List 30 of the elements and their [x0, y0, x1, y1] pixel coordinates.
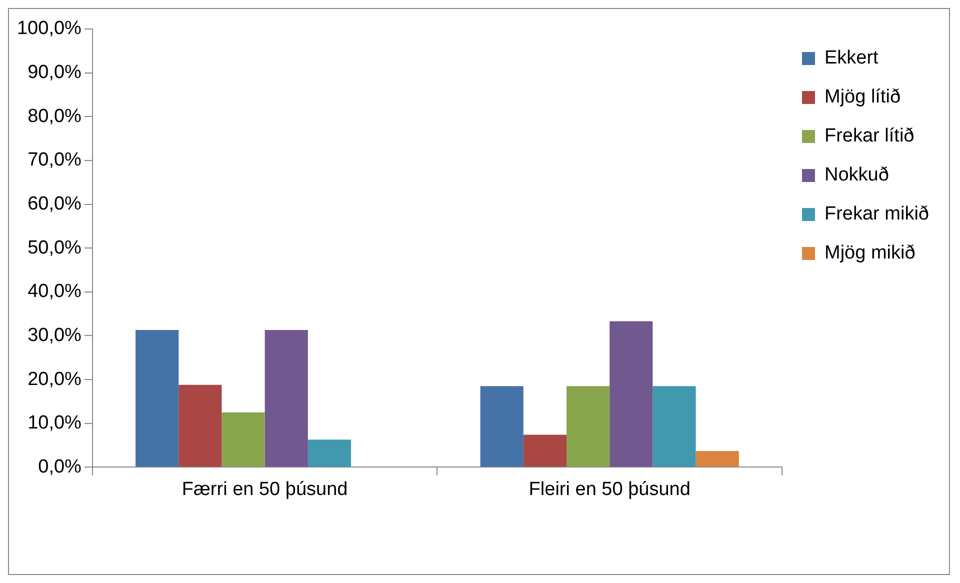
bar: [480, 386, 524, 467]
bar: [696, 450, 739, 467]
bar: [652, 386, 696, 467]
y-tick-label: 10,0%: [28, 412, 82, 434]
y-tick-label: 80,0%: [28, 106, 82, 127]
y-tick-label: 60,0%: [28, 194, 82, 215]
legend-label: Ekkert: [824, 48, 880, 69]
legend-label: Frekar mikið: [824, 204, 930, 225]
bar: [523, 434, 567, 467]
bar: [136, 330, 179, 467]
y-tick-label: 30,0%: [28, 324, 82, 346]
legend-label: Mjög mikið: [824, 242, 916, 264]
bar: [222, 412, 265, 467]
bar: [610, 321, 653, 467]
legend-label: Nokkuð: [824, 164, 889, 186]
y-tick-label: 90,0%: [28, 62, 82, 84]
legend-label: Frekar lítið: [824, 126, 914, 147]
y-tick-label: 20,0%: [28, 368, 82, 390]
y-tick-label: 0,0%: [38, 456, 82, 478]
y-tick-label: 50,0%: [28, 237, 82, 258]
bar: [264, 330, 308, 467]
x-tick-label: Fleiri en 50 þúsund: [528, 478, 690, 500]
bar: [178, 384, 222, 467]
y-tick-label: 100,0%: [16, 18, 82, 40]
y-tick-label: 40,0%: [28, 281, 82, 302]
bar: [566, 386, 610, 467]
x-tick-label: Færri en 50 þúsund: [182, 478, 348, 500]
legend-label: Mjög lítið: [824, 86, 901, 108]
bar: [308, 440, 352, 467]
y-tick-label: 70,0%: [28, 150, 82, 171]
